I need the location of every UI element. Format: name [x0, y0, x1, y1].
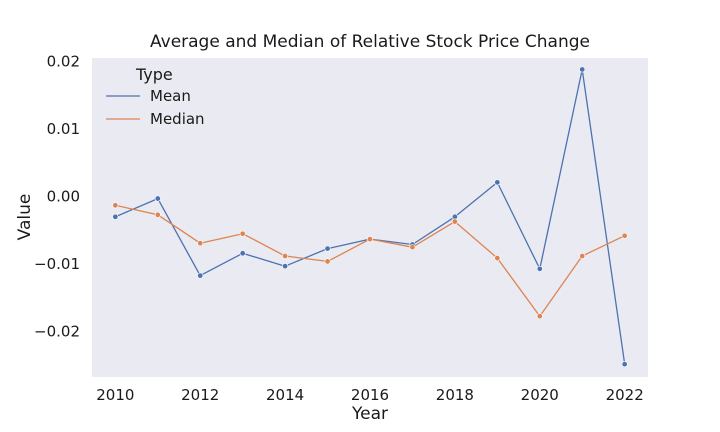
- data-point-median: [239, 230, 246, 237]
- data-point-median: [197, 240, 204, 247]
- y-tick-label: 0.02: [47, 52, 80, 70]
- x-tick-label: 2010: [96, 386, 134, 404]
- y-tick-label: −0.01: [34, 255, 80, 273]
- data-point-median: [366, 236, 373, 243]
- legend-label: Mean: [150, 87, 191, 105]
- data-point-median: [494, 255, 501, 262]
- x-tick-label: 2016: [351, 386, 389, 404]
- legend: Type Mean Median: [106, 65, 205, 128]
- data-point-mean: [579, 66, 586, 73]
- x-axis-label: Year: [351, 404, 388, 424]
- data-point-median: [451, 218, 458, 225]
- y-axis: 0.02 0.01 0.00 −0.01 −0.02: [34, 52, 80, 340]
- series-median: [112, 202, 628, 320]
- legend-item-median: Median: [106, 110, 205, 128]
- data-point-median: [282, 253, 289, 260]
- legend-items: Mean Median: [106, 87, 205, 128]
- y-tick-label: 0.01: [47, 120, 80, 138]
- legend-title: Type: [135, 65, 173, 84]
- data-point-mean: [282, 263, 289, 270]
- x-tick-label: 2022: [606, 386, 644, 404]
- x-axis: 2010 2012 2014 2016 2018 2020 2022: [96, 386, 644, 404]
- data-point-median: [154, 211, 161, 218]
- x-tick-label: 2014: [266, 386, 304, 404]
- data-point-median: [324, 258, 331, 265]
- series-layer: [112, 66, 628, 368]
- y-axis-label: Value: [15, 194, 35, 241]
- data-point-mean: [536, 265, 543, 272]
- data-point-median: [112, 202, 119, 209]
- chart-title: Average and Median of Relative Stock Pri…: [150, 32, 590, 52]
- legend-label: Median: [150, 110, 205, 128]
- data-point-mean: [494, 179, 501, 186]
- y-tick-label: −0.02: [34, 323, 80, 341]
- legend-item-mean: Mean: [106, 87, 191, 105]
- plot-area: [92, 58, 648, 377]
- data-point-mean: [239, 250, 246, 257]
- data-point-mean: [324, 245, 331, 252]
- data-point-mean: [621, 361, 628, 368]
- x-tick-label: 2018: [436, 386, 474, 404]
- x-tick-label: 2012: [181, 386, 219, 404]
- data-point-median: [579, 253, 586, 260]
- data-point-mean: [154, 195, 161, 202]
- y-tick-label: 0.00: [47, 188, 80, 206]
- data-point-median: [536, 313, 543, 320]
- data-point-mean: [197, 272, 204, 279]
- data-point-median: [409, 244, 416, 251]
- data-point-mean: [112, 213, 119, 220]
- x-tick-label: 2020: [521, 386, 559, 404]
- data-point-median: [621, 232, 628, 239]
